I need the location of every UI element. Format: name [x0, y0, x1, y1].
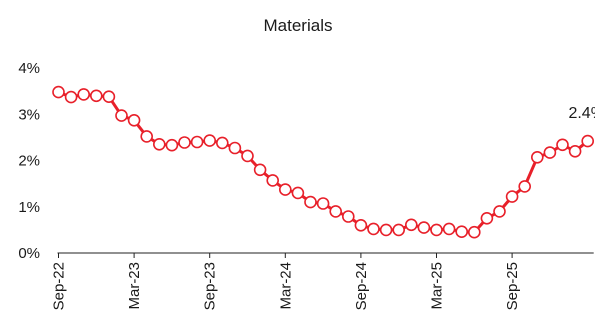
data-point [153, 138, 166, 151]
x-tick-label: Mar-25 [429, 262, 446, 310]
data-point [467, 225, 481, 239]
last-value-annotation: 2.4% [568, 105, 595, 122]
y-tick-label: 1% [18, 199, 40, 216]
data-point [52, 85, 65, 99]
data-point [442, 222, 456, 236]
x-tick-label: Sep-23 [202, 262, 219, 310]
data-point [493, 205, 506, 218]
data-point [203, 134, 216, 147]
data-point [216, 136, 229, 150]
chart-title: Materials [264, 16, 333, 35]
data-point [329, 205, 343, 218]
data-point [530, 151, 544, 164]
y-tick-label: 4% [18, 60, 40, 77]
data-point [291, 186, 305, 200]
data-point [190, 135, 204, 149]
data-point [367, 222, 380, 236]
series-markers [52, 85, 595, 239]
data-point [480, 212, 494, 225]
data-point [392, 223, 406, 237]
data-point [379, 223, 393, 237]
data-point [455, 225, 469, 238]
data-point [341, 210, 355, 223]
data-point [77, 88, 90, 101]
x-tick-label: Mar-23 [126, 262, 143, 310]
y-tick-label: 2% [18, 153, 40, 170]
data-point [102, 90, 116, 103]
data-point [278, 183, 292, 196]
y-tick-label: 3% [18, 106, 40, 123]
data-point [518, 180, 532, 193]
data-point [404, 218, 418, 232]
data-point [140, 130, 153, 143]
data-point [505, 190, 519, 203]
data-point [115, 109, 128, 122]
x-tick-label: Mar-24 [277, 262, 294, 310]
data-point [430, 223, 443, 237]
data-point [253, 163, 267, 177]
x-axis-ticks: Sep-22 Mar-23 Sep-23 Mar-24 Sep-24 Mar-25 Sep-… [51, 253, 521, 310]
data-point [90, 89, 103, 103]
y-axis-tick-labels: 0% 1% 2% 3% 4% [18, 60, 40, 262]
y-tick-label: 0% [18, 245, 40, 262]
data-point [228, 141, 242, 155]
x-tick-label: Sep-25 [504, 262, 521, 310]
data-point [556, 138, 569, 152]
data-point [316, 197, 330, 210]
data-point [354, 219, 368, 232]
data-point [178, 136, 191, 149]
series-line [57, 90, 589, 234]
data-point [417, 221, 431, 234]
x-tick-label: Sep-24 [353, 262, 370, 310]
data-point [304, 195, 317, 209]
data-point [165, 138, 179, 152]
data-point [64, 90, 78, 104]
data-point [543, 146, 557, 159]
x-tick-label: Sep-22 [51, 262, 68, 310]
data-point [241, 149, 254, 163]
data-point [581, 134, 595, 148]
data-point [568, 145, 582, 158]
data-point [127, 114, 141, 127]
data-point [266, 174, 280, 187]
